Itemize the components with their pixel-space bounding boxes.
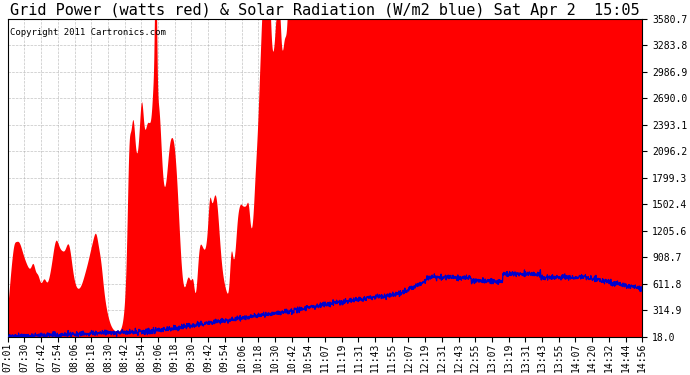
Text: Copyright 2011 Cartronics.com: Copyright 2011 Cartronics.com (10, 28, 166, 38)
Title: Grid Power (watts red) & Solar Radiation (W/m2 blue) Sat Apr 2  15:05: Grid Power (watts red) & Solar Radiation… (10, 3, 640, 18)
